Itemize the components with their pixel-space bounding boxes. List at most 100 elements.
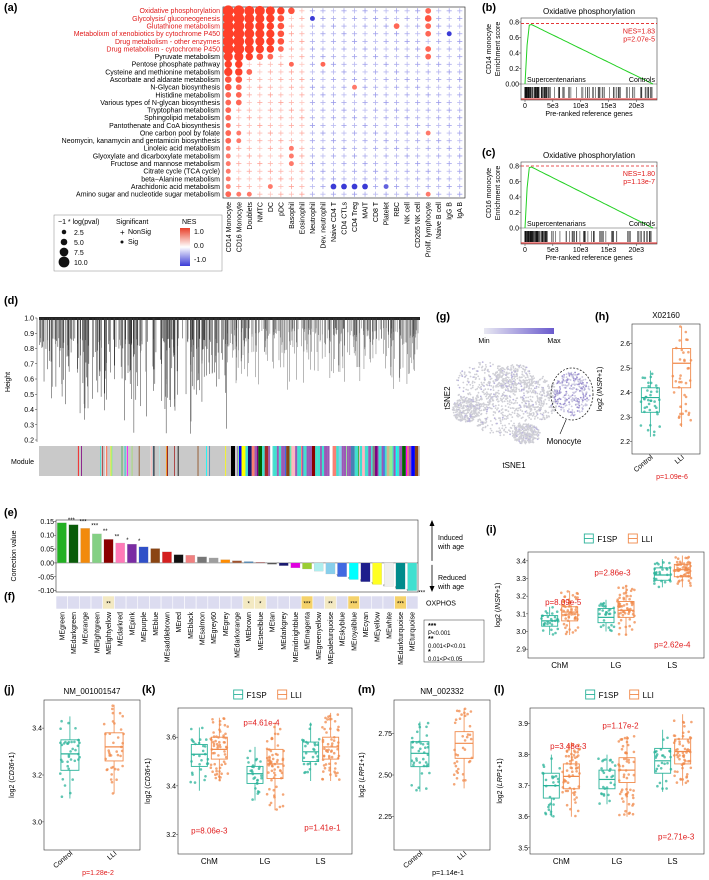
module-stripe — [110, 446, 112, 476]
row-label: N-Glycan biosynthesis — [150, 85, 220, 92]
data-point — [211, 770, 214, 773]
tsne-point — [519, 425, 522, 427]
heat-stars: *** — [304, 602, 312, 608]
tsne-point — [456, 416, 459, 418]
tsne-point — [465, 412, 468, 415]
tsne-point — [507, 380, 510, 383]
tsne-point — [543, 392, 545, 395]
data-point — [426, 745, 430, 749]
module-stripe — [297, 446, 302, 476]
row-label: Pantothenate and CoA biosynthesis — [109, 123, 220, 130]
tsne-point — [537, 430, 540, 433]
tsne-point — [481, 383, 483, 386]
data-point — [225, 746, 229, 749]
data-point — [59, 758, 63, 762]
panel-label-h: (h) — [595, 311, 609, 323]
module-stripe — [383, 446, 385, 476]
tsne-point — [545, 403, 548, 405]
data-point — [424, 746, 427, 749]
module-stripe — [291, 446, 296, 476]
data-point — [602, 619, 606, 622]
data-point — [118, 711, 122, 715]
legend-label: F1SP — [247, 691, 267, 700]
data-point — [302, 762, 306, 766]
sig-dot — [225, 184, 231, 189]
sig-dot — [225, 176, 231, 182]
sig-dot — [233, 43, 245, 55]
sig-dot — [224, 60, 232, 69]
box-ytick: 2.9 — [516, 647, 526, 654]
tsne-point — [540, 404, 542, 407]
tsne-point — [514, 381, 517, 384]
tsne-point — [536, 413, 539, 415]
tsne-point — [489, 420, 492, 422]
tsne-point — [485, 412, 488, 415]
data-point — [226, 725, 229, 728]
tsne-point — [461, 401, 464, 404]
tsne-point — [548, 394, 551, 397]
tsne-point — [505, 372, 508, 374]
module-stripe — [262, 446, 265, 476]
tsne-point — [575, 383, 577, 386]
tsne-point — [510, 413, 512, 416]
tsne-point — [496, 395, 499, 397]
tsne-point — [508, 379, 511, 381]
data-point — [639, 400, 643, 404]
tsne-point — [464, 414, 467, 417]
bar — [384, 562, 394, 587]
data-point — [649, 375, 653, 379]
data-point — [610, 623, 613, 627]
data-point — [312, 747, 315, 751]
tsne-point — [569, 379, 572, 381]
data-point — [425, 725, 428, 729]
tsne-point — [531, 436, 533, 439]
data-point — [576, 626, 580, 629]
tsne-point — [533, 418, 536, 420]
module-stripe — [106, 446, 108, 476]
legend-label: LLI — [291, 691, 302, 700]
heat-cell — [160, 595, 174, 610]
tsne-point — [543, 395, 546, 397]
data-point — [332, 739, 336, 742]
tsne-point — [580, 403, 583, 406]
data-point — [70, 740, 73, 744]
tsne-point — [522, 426, 525, 428]
data-point — [323, 766, 327, 770]
sig-dot — [225, 145, 231, 151]
tsne-point — [573, 379, 575, 382]
heat-cell — [195, 595, 209, 610]
gsea-title: Oxidative phosphorylation — [543, 7, 635, 16]
data-point — [111, 792, 115, 795]
row-label: Arachidonic acid metabolism — [131, 184, 220, 191]
tsne-point — [568, 408, 570, 410]
tsne-point — [581, 390, 583, 392]
data-point — [684, 556, 687, 560]
tsne-point — [557, 381, 559, 384]
sig-dot — [255, 36, 265, 46]
tsne-point — [505, 394, 508, 397]
tsne-point — [457, 376, 460, 379]
data-point — [679, 412, 682, 416]
tsne-point — [527, 396, 530, 399]
module-stripe — [375, 446, 378, 476]
data-point — [658, 398, 661, 402]
tsne-point — [534, 401, 537, 404]
row-label: Various types of N-glycan biosynthesis — [100, 100, 220, 107]
tsne-point — [522, 412, 525, 415]
box-p: p=4.61e-4 — [243, 719, 280, 728]
tsne-point — [511, 407, 514, 409]
tsne-point — [577, 406, 580, 409]
tsne-point — [506, 376, 509, 378]
data-point — [200, 759, 203, 762]
gsea-frame — [520, 17, 658, 101]
tsne-point — [471, 382, 474, 384]
size-legend-label: 2.5 — [74, 230, 84, 237]
tsne-point — [501, 408, 504, 410]
tsne-point — [478, 384, 481, 386]
data-point — [687, 411, 691, 415]
tsne-point — [538, 383, 541, 386]
data-point — [551, 606, 554, 609]
tsne-point — [466, 380, 469, 383]
sig-dot — [224, 83, 232, 91]
tsne-point — [515, 387, 518, 389]
